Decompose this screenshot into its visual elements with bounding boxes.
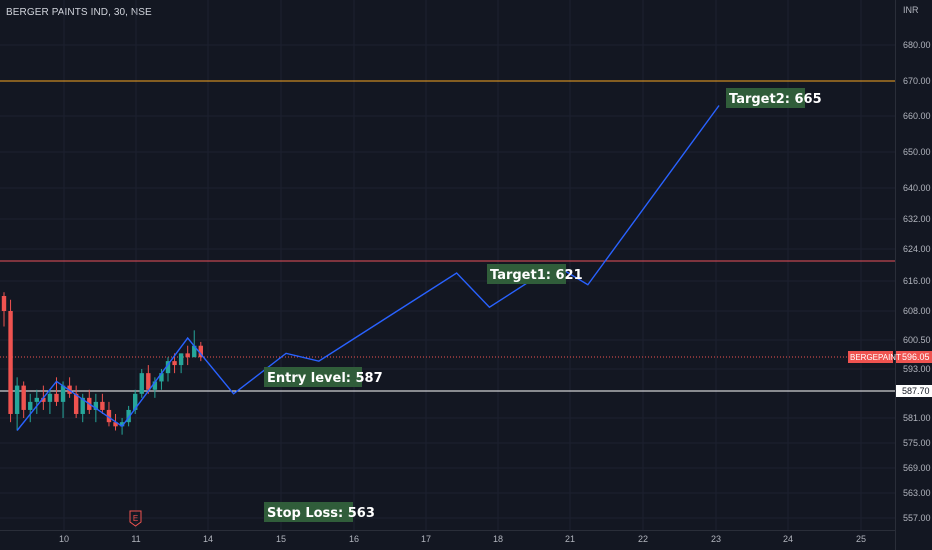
x-tick-label: 15 (276, 534, 286, 544)
candle-body (139, 373, 144, 394)
candle-body (47, 393, 53, 402)
candle-body (152, 381, 158, 390)
y-tick-label: 593.00 (903, 364, 931, 374)
entry-price-badge (896, 385, 932, 397)
earnings-icon (129, 510, 142, 527)
x-tick-label: 21 (565, 534, 575, 544)
annotation-box (487, 264, 566, 284)
annotation-label: Target1: 621 (490, 268, 583, 283)
x-tick-label: 24 (783, 534, 793, 544)
y-tick-label: 670.00 (903, 76, 931, 86)
x-tick-label: 23 (711, 534, 721, 544)
y-tick-label: 600.50 (903, 335, 931, 345)
annotation-box (726, 88, 805, 108)
annotation-label: Target2: 665 (729, 92, 822, 107)
candle-body (126, 409, 131, 423)
y-tick-label: 608.00 (903, 306, 931, 316)
candle-body (113, 422, 118, 427)
y-tick-label: 616.00 (903, 276, 931, 286)
candle-body (34, 397, 39, 402)
earnings-marker-label: E (133, 514, 138, 523)
candle-body (165, 361, 171, 374)
x-tick-label: 11 (131, 534, 140, 544)
x-tick-label: 22 (638, 534, 648, 544)
candle-body (28, 401, 33, 410)
candle-body (178, 353, 184, 366)
currency-label: INR (903, 5, 919, 15)
candle-body (93, 401, 99, 410)
annotation-label: Entry level: 587 (267, 371, 383, 386)
x-tick-label: 25 (856, 534, 866, 544)
y-tick-label: 557.00 (903, 513, 931, 523)
candle-body (192, 345, 197, 358)
y-tick-label: 581.00 (903, 413, 931, 423)
y-tick-label: 632.00 (903, 214, 931, 224)
candle-body (119, 422, 125, 427)
candle-body (133, 393, 138, 410)
x-tick-label: 18 (493, 534, 503, 544)
y-tick-label: 680.00 (903, 40, 931, 50)
annotation-box (264, 502, 353, 522)
candle-body (14, 385, 20, 414)
entry-price-value: 587.70 (902, 386, 930, 396)
candle-body (8, 311, 13, 414)
candle-body (159, 373, 164, 382)
annotation-label: Stop Loss: 563 (267, 506, 375, 521)
candle-body (100, 401, 105, 410)
candle-body (172, 361, 177, 366)
last-price-value: 596.05 (902, 352, 930, 362)
symbol-tag-badge (848, 351, 893, 363)
y-tick-label: 650.00 (903, 147, 931, 157)
y-tick-label: 660.00 (903, 111, 931, 121)
x-tick-label: 17 (421, 534, 431, 544)
x-tick-label: 16 (349, 534, 359, 544)
candle-body (54, 393, 59, 402)
y-tick-label: 563.00 (903, 488, 931, 498)
candle-body (21, 385, 26, 410)
y-tick-label: 624.00 (903, 244, 931, 254)
annotation-box (264, 367, 362, 387)
candle-body (80, 397, 85, 414)
x-tick-label: 14 (203, 534, 213, 544)
chart-title: BERGER PAINTS IND, 30, NSE (6, 7, 152, 18)
y-tick-label: 569.00 (903, 463, 931, 473)
last-price-badge (896, 351, 932, 363)
y-tick-label: 575.00 (903, 438, 931, 448)
symbol-tag: BERGEPAINT (850, 353, 901, 362)
candle-body (198, 345, 203, 358)
candle-body (1, 296, 7, 311)
x-tick-label: 10 (59, 534, 69, 544)
candle-body (106, 409, 112, 423)
candle-body (146, 373, 151, 390)
candle-body (185, 353, 190, 358)
y-tick-label: 640.00 (903, 183, 931, 193)
candle-body (60, 385, 66, 402)
candle-body (41, 397, 46, 402)
candle-body (73, 393, 79, 414)
